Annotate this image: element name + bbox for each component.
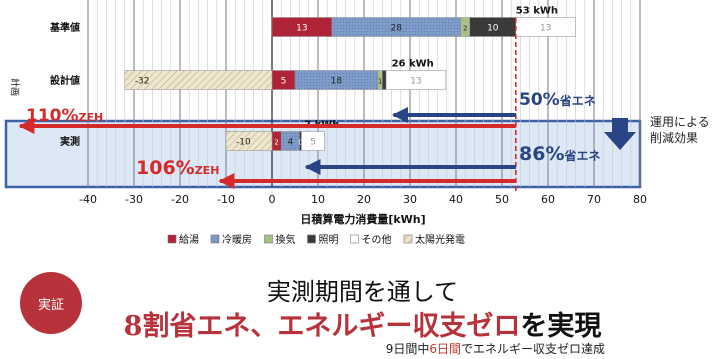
category-label: 実測	[60, 135, 80, 148]
data-label: 1	[378, 78, 382, 86]
x-tick-label: -20	[171, 193, 189, 206]
x-tick-label: 80	[633, 193, 647, 206]
data-label: 2	[274, 139, 278, 147]
design-savings-label: 50%省エネ	[519, 90, 596, 110]
verification-stamp: 実証	[20, 272, 82, 334]
legend-swatch	[403, 234, 413, 244]
x-axis-title: 日積算電力消費量[kWh]	[300, 212, 425, 226]
bar-segment	[382, 70, 387, 90]
data-label: 28	[390, 24, 402, 34]
data-label: 4	[288, 138, 294, 148]
legend-swatch	[307, 234, 316, 244]
legend-label: 冷暖房	[222, 233, 252, 246]
operation-effect-arrow	[604, 118, 636, 150]
legend-label: その他	[362, 233, 392, 246]
legend-swatch	[210, 234, 220, 244]
stamp-text: 実証	[37, 297, 64, 313]
category-label: 設計値	[50, 74, 80, 87]
footnote-post: でエネルギー収支ゼロ達成	[460, 342, 605, 356]
bar-segment	[385, 70, 447, 90]
total-label: 53 kWh	[516, 6, 558, 17]
data-label: -32	[135, 77, 150, 87]
legend-swatch	[264, 234, 273, 244]
footnote-highlight: 6日間	[429, 342, 461, 356]
x-tick-label: 10	[311, 193, 325, 206]
headline-line2-dark: を実現	[520, 311, 602, 342]
data-label: 18	[331, 77, 343, 87]
actual-zeh-suffix: ZEH	[195, 164, 220, 177]
legend-label: 給湯	[179, 233, 199, 246]
operation-effect-text: 運用による	[650, 115, 710, 129]
footnote: 9日間中6日間でエネルギー収支ゼロ達成	[386, 340, 605, 357]
x-tick-label: 0	[269, 193, 276, 206]
actual-savings-suffix: 省エネ	[563, 148, 600, 163]
x-tick-label: 50	[495, 193, 509, 206]
data-label: 13	[296, 24, 307, 34]
x-tick-label: 30	[403, 193, 417, 206]
data-label: -10	[236, 138, 251, 148]
legend-swatch	[167, 234, 177, 244]
design-zeh-suffix: ZEH	[79, 111, 104, 124]
category-label: 基準値	[49, 21, 80, 34]
headline-line2-red: 8割省エネ、エネルギー収支ゼロ	[123, 311, 521, 342]
legend-label: 換気	[276, 233, 296, 246]
design-zeh-label: 110%ZEH	[26, 106, 103, 126]
headline-line1: 実測期間を通して	[266, 278, 459, 306]
total-label: 26 kWh	[392, 59, 434, 70]
x-tick-label: 70	[587, 193, 601, 206]
bar-segment	[124, 70, 273, 90]
x-tick-label: -10	[217, 193, 235, 206]
footnote-pre: 9日間中	[385, 342, 430, 356]
x-tick-label: -40	[79, 193, 97, 206]
y-group-label: 計画	[9, 78, 21, 96]
data-label: 13	[540, 24, 551, 34]
operation-effect-text: 削減効果	[650, 130, 698, 145]
data-label: 10	[487, 24, 499, 34]
x-tick-label: 40	[449, 193, 463, 206]
legend-label: 照明	[319, 234, 339, 246]
data-label: 2	[463, 25, 467, 33]
data-label: 0	[298, 139, 302, 147]
x-tick-label: 60	[541, 193, 555, 206]
x-tick-label: 20	[357, 193, 371, 206]
legend-swatch	[350, 234, 359, 244]
data-label: 5	[281, 77, 287, 87]
actual-savings-label: 86%省エネ	[519, 143, 601, 165]
bar-segment	[225, 131, 273, 151]
headline-line2: 8割省エネ、エネルギー収支ゼロを実現	[0, 304, 725, 343]
data-label: 13	[410, 77, 421, 87]
data-label: 5	[310, 138, 316, 148]
design-savings-suffix: 省エネ	[559, 93, 596, 108]
x-tick-label: -30	[125, 193, 143, 206]
bar-segment	[301, 131, 325, 151]
legend-label: 太陽光発電	[415, 233, 465, 246]
